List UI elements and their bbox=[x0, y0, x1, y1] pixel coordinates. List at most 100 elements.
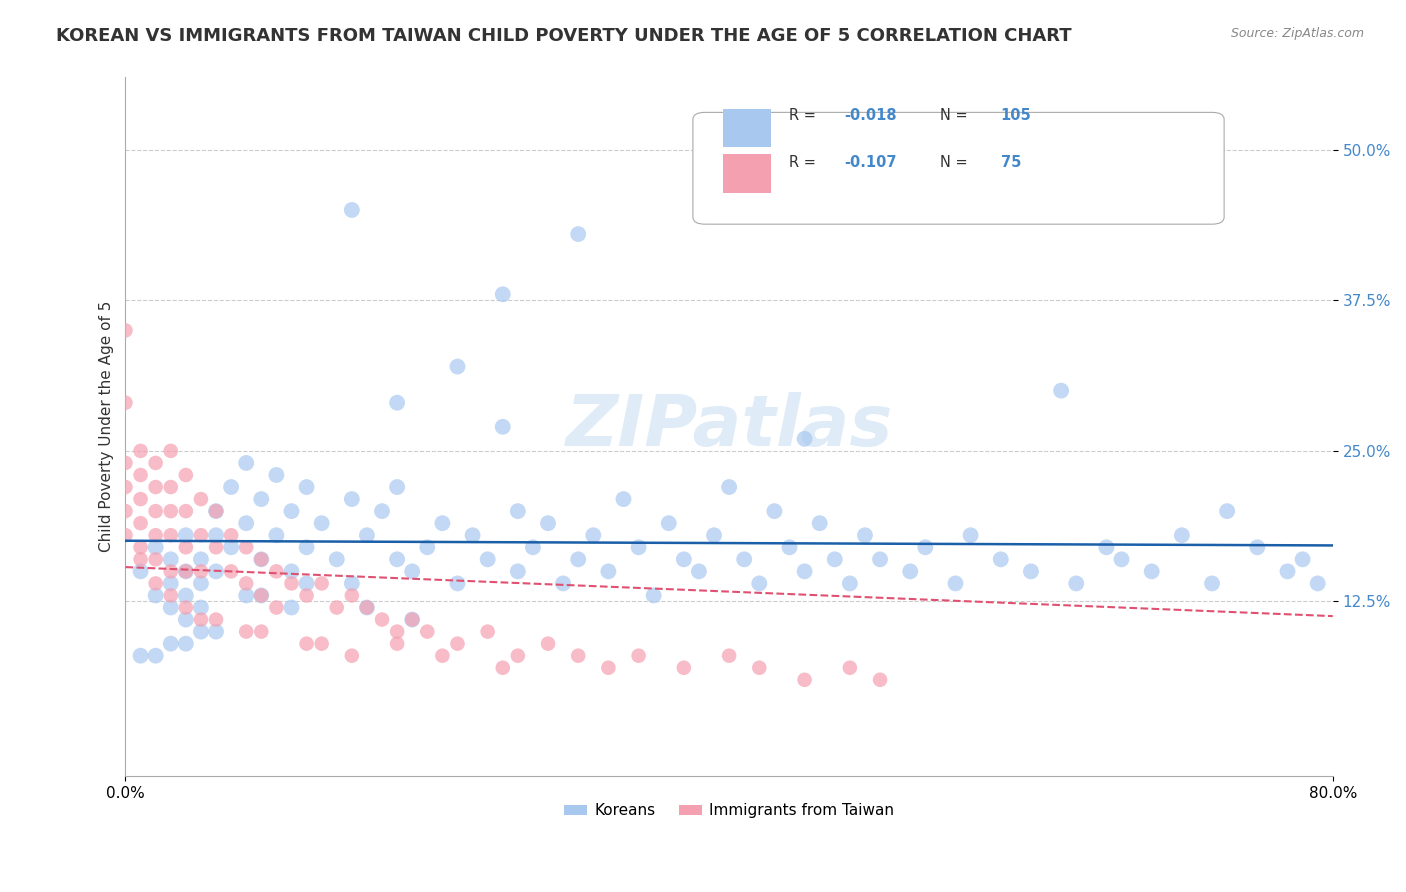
Point bbox=[340, 492, 363, 507]
Point bbox=[1064, 576, 1087, 591]
Point bbox=[763, 504, 786, 518]
FancyBboxPatch shape bbox=[693, 112, 1225, 224]
Point bbox=[492, 419, 515, 434]
Point bbox=[235, 624, 257, 639]
Point bbox=[219, 528, 242, 542]
Point bbox=[250, 492, 273, 507]
Point bbox=[174, 589, 197, 603]
Point bbox=[401, 613, 423, 627]
Point bbox=[326, 552, 349, 566]
Point bbox=[266, 468, 288, 483]
Point bbox=[219, 541, 242, 555]
Point bbox=[688, 565, 710, 579]
Point bbox=[129, 565, 152, 579]
Point bbox=[793, 432, 815, 446]
Point bbox=[567, 648, 589, 663]
Point bbox=[808, 516, 831, 531]
Point bbox=[477, 624, 499, 639]
Point bbox=[250, 552, 273, 566]
Point bbox=[205, 528, 228, 542]
Point bbox=[432, 516, 454, 531]
Point bbox=[1050, 384, 1073, 398]
Point bbox=[205, 613, 228, 627]
Point bbox=[1111, 552, 1133, 566]
Point bbox=[385, 637, 408, 651]
Point bbox=[114, 323, 136, 337]
Point bbox=[385, 624, 408, 639]
Point bbox=[145, 589, 167, 603]
Text: N =: N = bbox=[941, 108, 973, 123]
Point bbox=[385, 552, 408, 566]
Point bbox=[235, 576, 257, 591]
Point bbox=[280, 504, 302, 518]
Point bbox=[129, 541, 152, 555]
Point bbox=[838, 576, 860, 591]
Point bbox=[295, 480, 318, 494]
Point bbox=[174, 565, 197, 579]
Text: -0.018: -0.018 bbox=[844, 108, 897, 123]
Point bbox=[446, 637, 468, 651]
Point bbox=[159, 600, 181, 615]
Point bbox=[612, 492, 634, 507]
Point bbox=[718, 480, 741, 494]
Point bbox=[280, 576, 302, 591]
Point bbox=[235, 589, 257, 603]
Point bbox=[190, 565, 212, 579]
Point bbox=[190, 492, 212, 507]
Point bbox=[898, 565, 921, 579]
Point bbox=[793, 565, 815, 579]
Point bbox=[114, 395, 136, 409]
Point bbox=[340, 576, 363, 591]
Point bbox=[190, 576, 212, 591]
Point bbox=[190, 552, 212, 566]
Point bbox=[205, 541, 228, 555]
Point bbox=[174, 565, 197, 579]
Point bbox=[492, 661, 515, 675]
Legend: Koreans, Immigrants from Taiwan: Koreans, Immigrants from Taiwan bbox=[558, 797, 900, 824]
Point bbox=[340, 589, 363, 603]
Point bbox=[114, 480, 136, 494]
Point bbox=[385, 395, 408, 409]
Point bbox=[1019, 565, 1042, 579]
Point bbox=[250, 624, 273, 639]
Text: 75: 75 bbox=[1001, 155, 1021, 170]
Point bbox=[174, 504, 197, 518]
Point bbox=[326, 600, 349, 615]
Point bbox=[385, 480, 408, 494]
Point bbox=[159, 504, 181, 518]
Point bbox=[235, 456, 257, 470]
Point bbox=[401, 565, 423, 579]
Point bbox=[627, 541, 650, 555]
Point bbox=[159, 637, 181, 651]
Point bbox=[205, 504, 228, 518]
Point bbox=[1306, 576, 1329, 591]
Point bbox=[159, 480, 181, 494]
Point bbox=[235, 516, 257, 531]
Point bbox=[250, 589, 273, 603]
Point bbox=[129, 648, 152, 663]
Point bbox=[748, 576, 770, 591]
Point bbox=[356, 600, 378, 615]
Point bbox=[477, 552, 499, 566]
Point bbox=[311, 637, 333, 651]
Point bbox=[266, 565, 288, 579]
Y-axis label: Child Poverty Under the Age of 5: Child Poverty Under the Age of 5 bbox=[100, 301, 114, 552]
Bar bbox=[723, 109, 772, 147]
Point bbox=[280, 565, 302, 579]
Point bbox=[914, 541, 936, 555]
Point bbox=[219, 480, 242, 494]
Point bbox=[174, 613, 197, 627]
Point bbox=[159, 443, 181, 458]
Point bbox=[266, 600, 288, 615]
Point bbox=[205, 504, 228, 518]
Point bbox=[174, 541, 197, 555]
Point bbox=[506, 504, 529, 518]
Point bbox=[1277, 565, 1299, 579]
Point bbox=[340, 202, 363, 217]
Point bbox=[1201, 576, 1223, 591]
Point bbox=[250, 589, 273, 603]
Point bbox=[779, 541, 801, 555]
Text: KOREAN VS IMMIGRANTS FROM TAIWAN CHILD POVERTY UNDER THE AGE OF 5 CORRELATION CH: KOREAN VS IMMIGRANTS FROM TAIWAN CHILD P… bbox=[56, 27, 1071, 45]
Point bbox=[266, 528, 288, 542]
Point bbox=[295, 589, 318, 603]
